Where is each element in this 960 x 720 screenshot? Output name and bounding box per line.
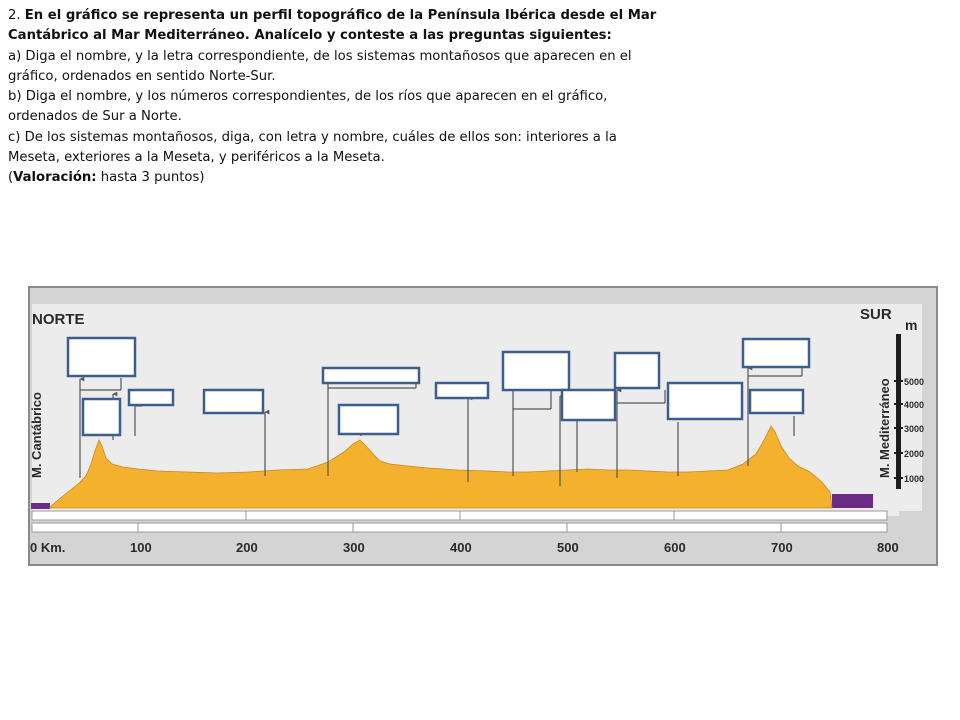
question-line-7: c) De los sistemas montañosos, diga, con… xyxy=(8,129,617,145)
elevation-tick-label: 1000 xyxy=(904,474,924,484)
question-line-3: a) Diga el nombre, y la letra correspond… xyxy=(8,48,632,64)
north-sea-band xyxy=(31,503,50,509)
distance-label: 400 xyxy=(450,540,472,555)
answer-box xyxy=(501,350,571,392)
answer-box xyxy=(434,381,490,400)
question-line-2: Cantábrico al Mar Mediterráneo. Analícel… xyxy=(8,28,612,44)
question-text: 2. En el gráfico se representa un perfil… xyxy=(8,6,657,189)
answer-box xyxy=(666,381,744,421)
north-sea-label: M. Cantábrico xyxy=(29,392,44,478)
distance-label: 200 xyxy=(236,540,258,555)
scale-bar xyxy=(896,334,901,489)
answer-box xyxy=(202,388,265,415)
elevation-unit-label: m xyxy=(905,317,917,333)
answer-box xyxy=(337,403,400,436)
answer-box xyxy=(748,388,805,415)
distance-label: 700 xyxy=(771,540,793,555)
distance-label: 300 xyxy=(343,540,365,555)
north-label: NORTE xyxy=(32,311,85,328)
question-line-9: (Valoración: hasta 3 puntos) xyxy=(8,170,205,186)
distance-scale-lower xyxy=(31,522,888,533)
answer-box xyxy=(66,336,137,378)
distance-label: 500 xyxy=(557,540,579,555)
south-sea-label: M. Mediterráneo xyxy=(877,378,892,478)
south-label: SUR xyxy=(860,306,892,323)
answer-box xyxy=(741,337,811,369)
distance-label: 100 xyxy=(130,540,152,555)
figure-border xyxy=(28,286,938,566)
distance-label: 0 Km. xyxy=(30,540,65,555)
question-line-5: b) Diga el nombre, y los números corresp… xyxy=(8,89,608,105)
answer-box xyxy=(321,366,421,385)
elevation-tick-label: 5000 xyxy=(904,377,924,387)
elevation-tick-label: 3000 xyxy=(904,424,924,434)
distance-label: 800 xyxy=(877,540,899,555)
question-line-8: Meseta, exteriores a la Meseta, y perifé… xyxy=(8,150,385,166)
terrain-profile xyxy=(49,425,833,509)
question-line-6: ordenados de Sur a Norte. xyxy=(8,109,182,125)
question-line-1: 2. En el gráfico se representa un perfil… xyxy=(8,8,657,23)
scale-bar-backing xyxy=(873,336,899,516)
question-line-4: gráfico, ordenados en sentido Norte-Sur. xyxy=(8,68,276,84)
elevation-tick-label: 2000 xyxy=(904,449,924,459)
topographic-profile-figure: 5000 4000 3000 2000 1000 M. Cantábrico M. Me… xyxy=(28,286,938,566)
elevation-tick-label: 4000 xyxy=(904,400,924,410)
answer-box xyxy=(127,388,175,407)
distance-label: 600 xyxy=(664,540,686,555)
answer-box xyxy=(613,351,661,390)
answer-box xyxy=(560,388,617,422)
answer-box xyxy=(81,397,122,437)
